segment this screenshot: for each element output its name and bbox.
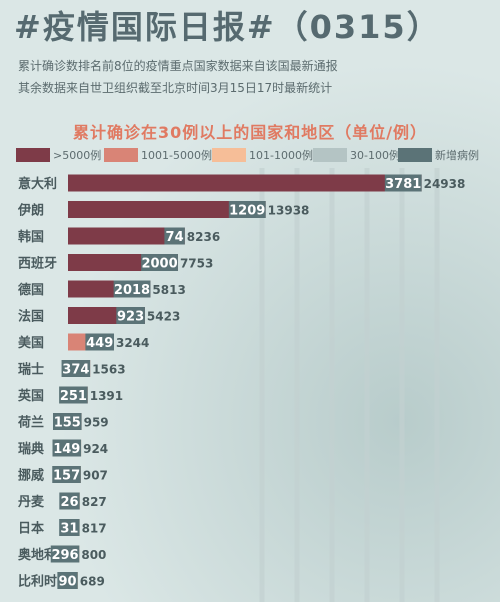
total-cases-label: 827 <box>82 495 107 509</box>
new-cases-label: 149 <box>53 442 80 457</box>
category-label: 英国 <box>17 388 44 404</box>
new-cases-label: 31 <box>60 522 78 537</box>
legend-label-gt5000: >5000例 <box>53 149 102 162</box>
source-note-1: 累计确诊数排名前8位的疫情重点国家数据来自该国最新通报 <box>18 59 338 73</box>
category-label: 德国 <box>18 282 44 298</box>
legend-label-30-100: 30-100例 <box>350 149 400 162</box>
new-cases-box <box>59 386 88 404</box>
legend-swatch-gt5000 <box>16 148 50 162</box>
total-cases-label: 3244 <box>116 336 149 350</box>
total-cases-label: 8236 <box>187 230 220 244</box>
total-cases-label: 800 <box>81 548 106 562</box>
legend-label-new-cases: 新增病例 <box>435 149 479 162</box>
new-cases-box <box>61 360 91 377</box>
legend-swatch-30-100 <box>313 148 347 162</box>
legend-item-101-1000: 101-1000例 <box>212 147 313 163</box>
new-cases-box <box>52 413 82 430</box>
new-cases-label: 26 <box>60 495 78 510</box>
category-label: 荷兰 <box>17 415 44 431</box>
new-cases-box <box>228 201 266 218</box>
total-cases-label: 1563 <box>92 363 125 377</box>
category-label: 美国 <box>18 335 44 351</box>
category-label: 法国 <box>18 309 44 325</box>
category-label: 丹麦 <box>18 494 45 510</box>
new-cases-box <box>116 307 145 324</box>
new-cases-box <box>384 174 422 192</box>
new-cases-label: 2000 <box>141 257 177 272</box>
new-cases-box <box>141 254 178 271</box>
legend-item-30-100: 30-100例 <box>313 147 400 163</box>
new-cases-label: 251 <box>60 389 87 404</box>
total-cases-label: 689 <box>80 575 105 589</box>
new-cases-box <box>57 572 78 589</box>
total-cases-label: 5423 <box>147 310 180 324</box>
new-cases-box <box>59 492 80 510</box>
legend-label-1001-5000: 1001-5000例 <box>141 149 212 162</box>
new-cases-label: 296 <box>51 548 78 563</box>
new-cases-label: 157 <box>53 469 80 484</box>
category-label: 挪威 <box>18 468 44 484</box>
total-cases-label: 24938 <box>424 177 466 191</box>
total-cases-label: 924 <box>83 442 108 456</box>
page-title: #疫情国际日报#（0315） <box>14 8 441 46</box>
legend-label-101-1000: 101-1000例 <box>249 149 313 162</box>
new-cases-box <box>50 545 80 563</box>
category-label: 瑞典 <box>18 441 44 457</box>
total-cases-label: 7753 <box>180 257 213 271</box>
new-cases-label: 923 <box>117 310 144 325</box>
legend-item-gt5000: >5000例 <box>16 147 101 163</box>
bar-伊朗 <box>68 201 266 218</box>
legend-item-new-cases: 新增病例 <box>398 147 479 163</box>
legend-swatch-new-cases <box>398 148 432 162</box>
total-cases-label: 907 <box>83 469 108 483</box>
legend-swatch-1001-5000 <box>104 148 138 162</box>
new-cases-box <box>85 333 114 351</box>
category-label: 西班牙 <box>18 256 57 272</box>
new-cases-box <box>113 280 151 298</box>
category-label: 比利时 <box>18 574 57 590</box>
new-cases-label: 90 <box>59 575 77 590</box>
bar-意大利 <box>68 174 422 192</box>
new-cases-label: 3781 <box>385 177 421 192</box>
category-label: 伊朗 <box>17 203 44 219</box>
new-cases-label: 74 <box>166 230 184 245</box>
total-cases-label: 817 <box>82 522 107 536</box>
category-label: 意大利 <box>18 176 57 192</box>
new-cases-label: 155 <box>54 416 81 431</box>
new-cases-box <box>59 519 80 536</box>
category-label: 奥地利 <box>18 547 57 563</box>
category-label: 日本 <box>18 521 44 537</box>
total-cases-label: 1391 <box>90 389 123 403</box>
new-cases-label: 2018 <box>114 283 150 298</box>
new-cases-box <box>52 439 82 457</box>
new-cases-box <box>52 466 81 483</box>
new-cases-box <box>164 227 185 245</box>
legend-swatch-101-1000 <box>212 148 246 162</box>
total-cases-label: 13938 <box>268 204 310 218</box>
total-cases-label: 959 <box>84 416 109 430</box>
chart-legend: >5000例 1001-5000例 101-1000例 30-100例 新增病例 <box>0 147 500 165</box>
category-label: 韩国 <box>18 229 44 245</box>
new-cases-label: 449 <box>86 336 113 351</box>
total-cases-label: 5813 <box>152 283 185 297</box>
new-cases-label: 374 <box>62 363 89 378</box>
category-label: 瑞士 <box>18 362 44 378</box>
new-cases-label: 1209 <box>229 204 265 219</box>
source-note-2: 其余数据来自世卫组织截至北京时间3月15日17时最新统计 <box>18 81 333 95</box>
legend-item-1001-5000: 1001-5000例 <box>104 147 212 163</box>
bar-韩国 <box>68 227 185 245</box>
chart-title: 累计确诊在30例以上的国家和地区（单位/例） <box>72 123 428 142</box>
